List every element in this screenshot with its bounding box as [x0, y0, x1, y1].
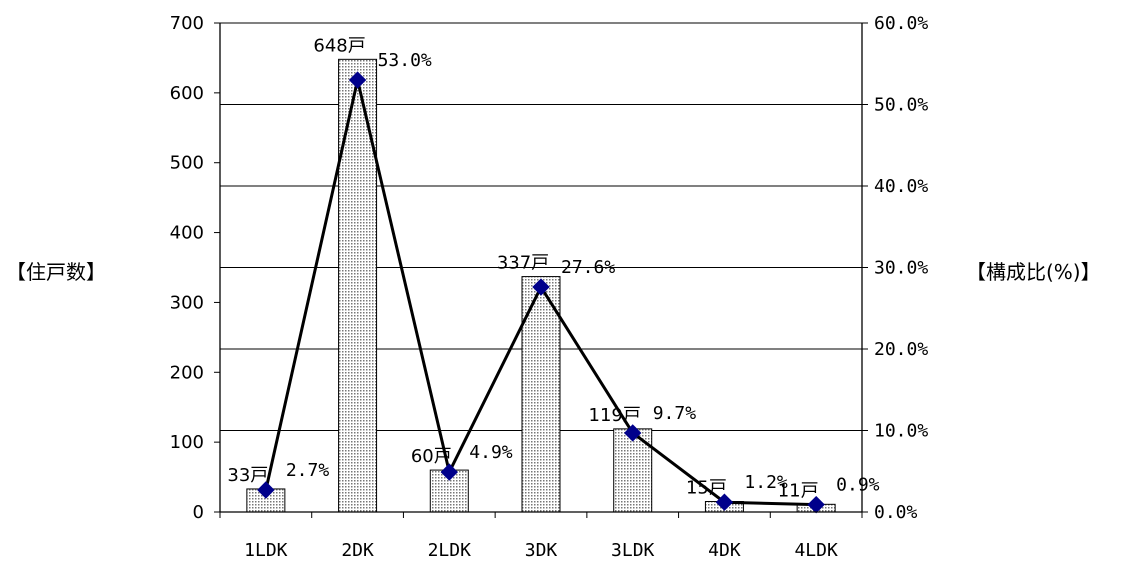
- x-tick-label: 1LDK: [244, 540, 288, 561]
- line-point: [624, 424, 642, 442]
- bar-data-label: 648戸: [313, 35, 365, 56]
- line-data-label: 4.9%: [469, 442, 513, 463]
- line-data-label: 9.7%: [653, 403, 697, 424]
- y-axis-title-left: 【住戸数】: [6, 260, 106, 284]
- y-tick-label-right: 30.0%: [874, 258, 928, 279]
- line-point: [440, 463, 458, 481]
- x-tick-label: 3DK: [525, 540, 558, 561]
- bar: [338, 58, 378, 513]
- bar-data-label: 11戸: [778, 480, 819, 501]
- line-point: [257, 481, 275, 499]
- line-point: [532, 278, 550, 296]
- y-tick-label-left: 100: [170, 432, 204, 453]
- line-data-label: 27.6%: [561, 257, 615, 278]
- bar-series: [246, 58, 836, 513]
- bar-data-label: 33戸: [227, 465, 268, 486]
- line-data-label: 0.9%: [836, 475, 880, 496]
- y-tick-label-left: 200: [170, 362, 204, 383]
- data-labels: 33戸 648戸 60戸 337戸 119戸 15戸 11戸 2.7% 53.0% 4.9% 27.…: [227, 35, 879, 501]
- bar-data-label: 119戸: [589, 405, 641, 426]
- y-tick-label-left: 700: [170, 13, 204, 34]
- line-point: [807, 495, 825, 514]
- x-tick-label: 2LDK: [428, 540, 472, 561]
- y-tick-label-right: 10.0%: [874, 421, 928, 442]
- line-data-label: 2.7%: [286, 460, 330, 481]
- x-tick-label: 2DK: [341, 540, 374, 561]
- bar-data-label: 337戸: [497, 253, 549, 274]
- y-tick-label-left: 600: [170, 83, 204, 104]
- y-tick-label-right: 0.0%: [874, 502, 918, 523]
- y-tick-label-left: 500: [170, 153, 204, 174]
- x-tick-label: 4DK: [708, 540, 741, 561]
- line-point: [348, 71, 367, 89]
- axes: 0 100 200 300 400 500 600 700 0.0% 10.0% 20.0% 30.0…: [170, 13, 929, 561]
- x-tick-label: 3LDK: [611, 540, 655, 561]
- bar-data-label: 15戸: [686, 478, 727, 499]
- x-tick-label: 4LDK: [794, 540, 838, 561]
- y-tick-label-right: 20.0%: [874, 339, 928, 360]
- line-data-label: 53.0%: [378, 50, 432, 71]
- y-axis-title-right: 【構成比(%)】: [966, 260, 1101, 284]
- line-point: [715, 493, 734, 511]
- y-tick-label-left: 300: [170, 292, 204, 313]
- line-data-label: 1.2%: [744, 472, 788, 493]
- line-series: [257, 71, 825, 514]
- y-tick-label-right: 50.0%: [874, 95, 928, 116]
- y-tick-label-right: 60.0%: [874, 13, 928, 34]
- y-tick-label-right: 40.0%: [874, 176, 928, 197]
- bar-data-label: 60戸: [411, 446, 452, 467]
- y-tick-label-left: 0: [193, 502, 204, 523]
- y-tick-label-left: 400: [170, 223, 204, 244]
